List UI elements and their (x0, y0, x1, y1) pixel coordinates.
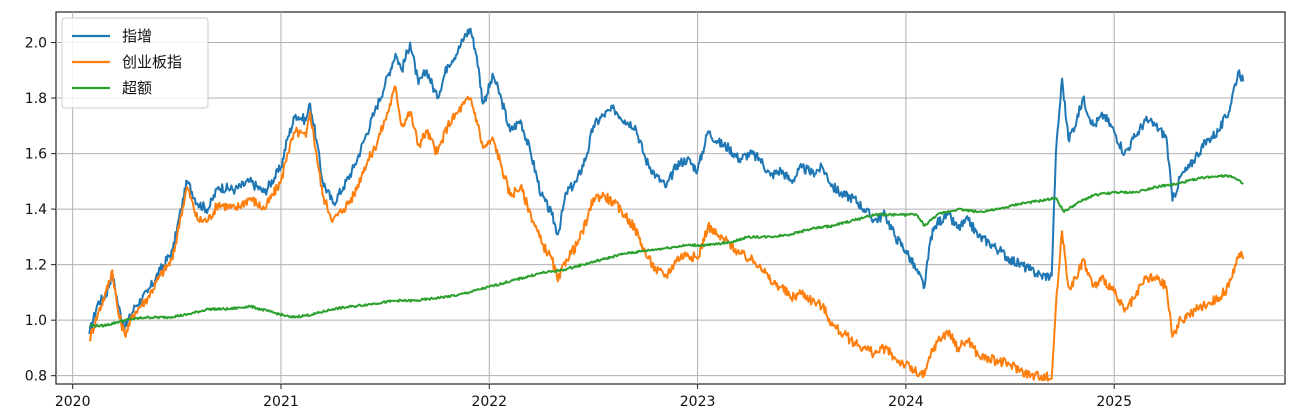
y-tick-label: 1.6 (25, 147, 47, 163)
legend-label: 超额 (122, 79, 152, 97)
series-line-3 (89, 174, 1244, 328)
x-tick-label: 2025 (1096, 394, 1132, 410)
legend-label: 创业板指 (122, 53, 182, 71)
y-tick-label: 2.0 (25, 36, 47, 52)
y-tick-label: 1.8 (25, 91, 47, 107)
legend-box (61, 17, 209, 109)
x-tick-label: 2021 (263, 394, 299, 410)
y-tick-label: 1.0 (25, 313, 47, 329)
legend-label: 指增 (122, 27, 152, 45)
axis-ticks: 2020 2021 2022 2023 2024 2025 0.8 1.0 1.2 1.4 1.6 1… (25, 36, 1132, 410)
plot-frame (55, 11, 1286, 385)
y-tick-label: 1.2 (25, 258, 47, 274)
x-tick-label: 2022 (471, 394, 507, 410)
series-line-1 (88, 27, 1245, 335)
y-tick-label: 1.4 (25, 202, 47, 218)
series-layer (88, 27, 1245, 382)
x-tick-label: 2024 (888, 394, 924, 410)
y-tick-label: 0.8 (25, 369, 47, 385)
grid-lines (56, 12, 1285, 384)
x-tick-label: 2020 (55, 394, 91, 410)
x-tick-label: 2023 (680, 394, 716, 410)
series-line-2 (88, 85, 1245, 382)
